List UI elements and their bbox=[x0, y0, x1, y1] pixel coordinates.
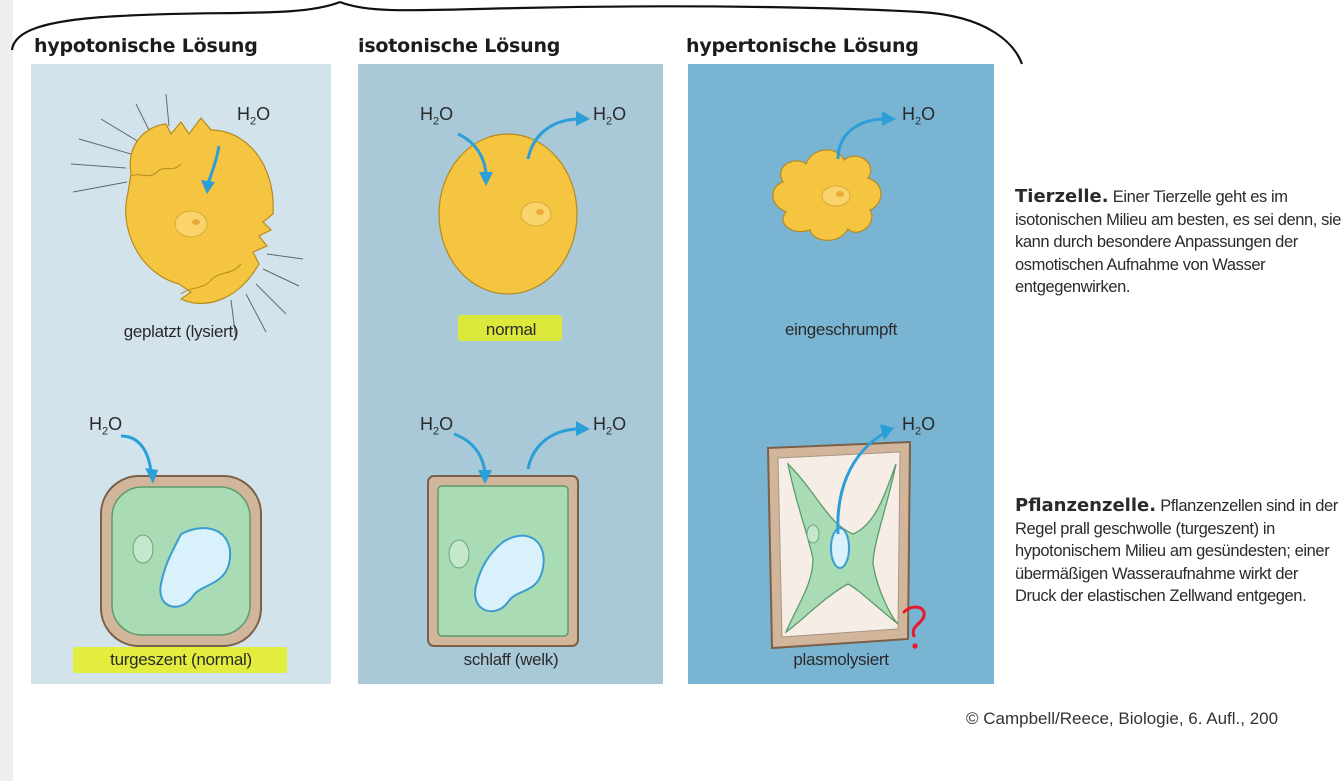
panel-isotonic: H2O H2O H2O H2O normal schlaff (welk) bbox=[358, 64, 663, 684]
panel-isotonic-art bbox=[358, 64, 663, 684]
water-label: H2O bbox=[420, 104, 454, 128]
lysis-rays bbox=[70, 93, 304, 340]
water-label: H2O bbox=[237, 104, 271, 128]
label-normal: normal bbox=[485, 320, 537, 339]
water-label: H2O bbox=[902, 414, 936, 438]
label-turgid: turgeszent (normal) bbox=[110, 650, 252, 669]
water-out-arrow bbox=[836, 117, 887, 160]
label-shrunken: eingeschrumpft bbox=[784, 320, 898, 339]
label-plasmolysed: plasmolysiert bbox=[793, 650, 889, 669]
label-flaccid: schlaff (welk) bbox=[463, 650, 559, 669]
highlight-marker bbox=[73, 647, 287, 673]
water-in-arrow-plant bbox=[120, 434, 153, 473]
water-label: H2O bbox=[902, 104, 936, 128]
title-hypotonic: hypotonische Lösung bbox=[34, 35, 258, 57]
panel-hypertonic-art bbox=[688, 64, 994, 684]
water-out-arrow-plant bbox=[526, 427, 581, 470]
label-lysed: geplatzt (lysiert) bbox=[123, 322, 239, 341]
animal-cell-description: Tierzelle. Einer Tierzelle geht es im is… bbox=[1015, 186, 1342, 299]
water-label: H2O bbox=[89, 414, 123, 438]
plant-cell-text: Pflanzenzellen sind in der Regel prall g… bbox=[1015, 497, 1338, 605]
water-label: H2O bbox=[593, 414, 627, 438]
highlight-marker bbox=[458, 315, 562, 341]
water-out-arrow-plant bbox=[836, 430, 887, 535]
plant-cell-description: Pflanzenzelle. Pflanzenzellen sind in de… bbox=[1015, 495, 1342, 608]
panel-hypotonic-art bbox=[31, 64, 331, 684]
animal-cell-heading: Tierzelle. bbox=[1015, 186, 1109, 207]
nucleus bbox=[821, 185, 851, 207]
panel-hypotonic: H2O H2O geplatzt (lysiert) turgeszent (n… bbox=[31, 64, 331, 684]
panel-hypertonic: H2O H2O eingeschrumpft plasmolysiert bbox=[688, 64, 994, 684]
lysed-animal-cell bbox=[125, 117, 274, 305]
vacuole bbox=[474, 534, 545, 613]
vacuole bbox=[159, 527, 232, 608]
normal-animal-cell bbox=[438, 133, 578, 295]
water-out-arrow bbox=[526, 117, 581, 160]
title-isotonic: isotonische Lösung bbox=[358, 35, 561, 57]
water-label: H2O bbox=[593, 104, 627, 128]
page-edge bbox=[0, 0, 13, 781]
animal-cell-text: Einer Tierzelle geht es im isotonischen … bbox=[1015, 188, 1342, 296]
water-label: H2O bbox=[420, 414, 454, 438]
nucleus bbox=[174, 210, 208, 238]
vacuole bbox=[830, 527, 850, 569]
nucleus bbox=[520, 201, 552, 227]
question-mark-annotation bbox=[902, 605, 926, 638]
plant-cell-heading: Pflanzenzelle. bbox=[1015, 495, 1157, 516]
title-hypertonic: hypertonische Lösung bbox=[686, 35, 919, 57]
copyright-note: © Campbell/Reece, Biologie, 6. Aufl., 20… bbox=[966, 709, 1279, 728]
